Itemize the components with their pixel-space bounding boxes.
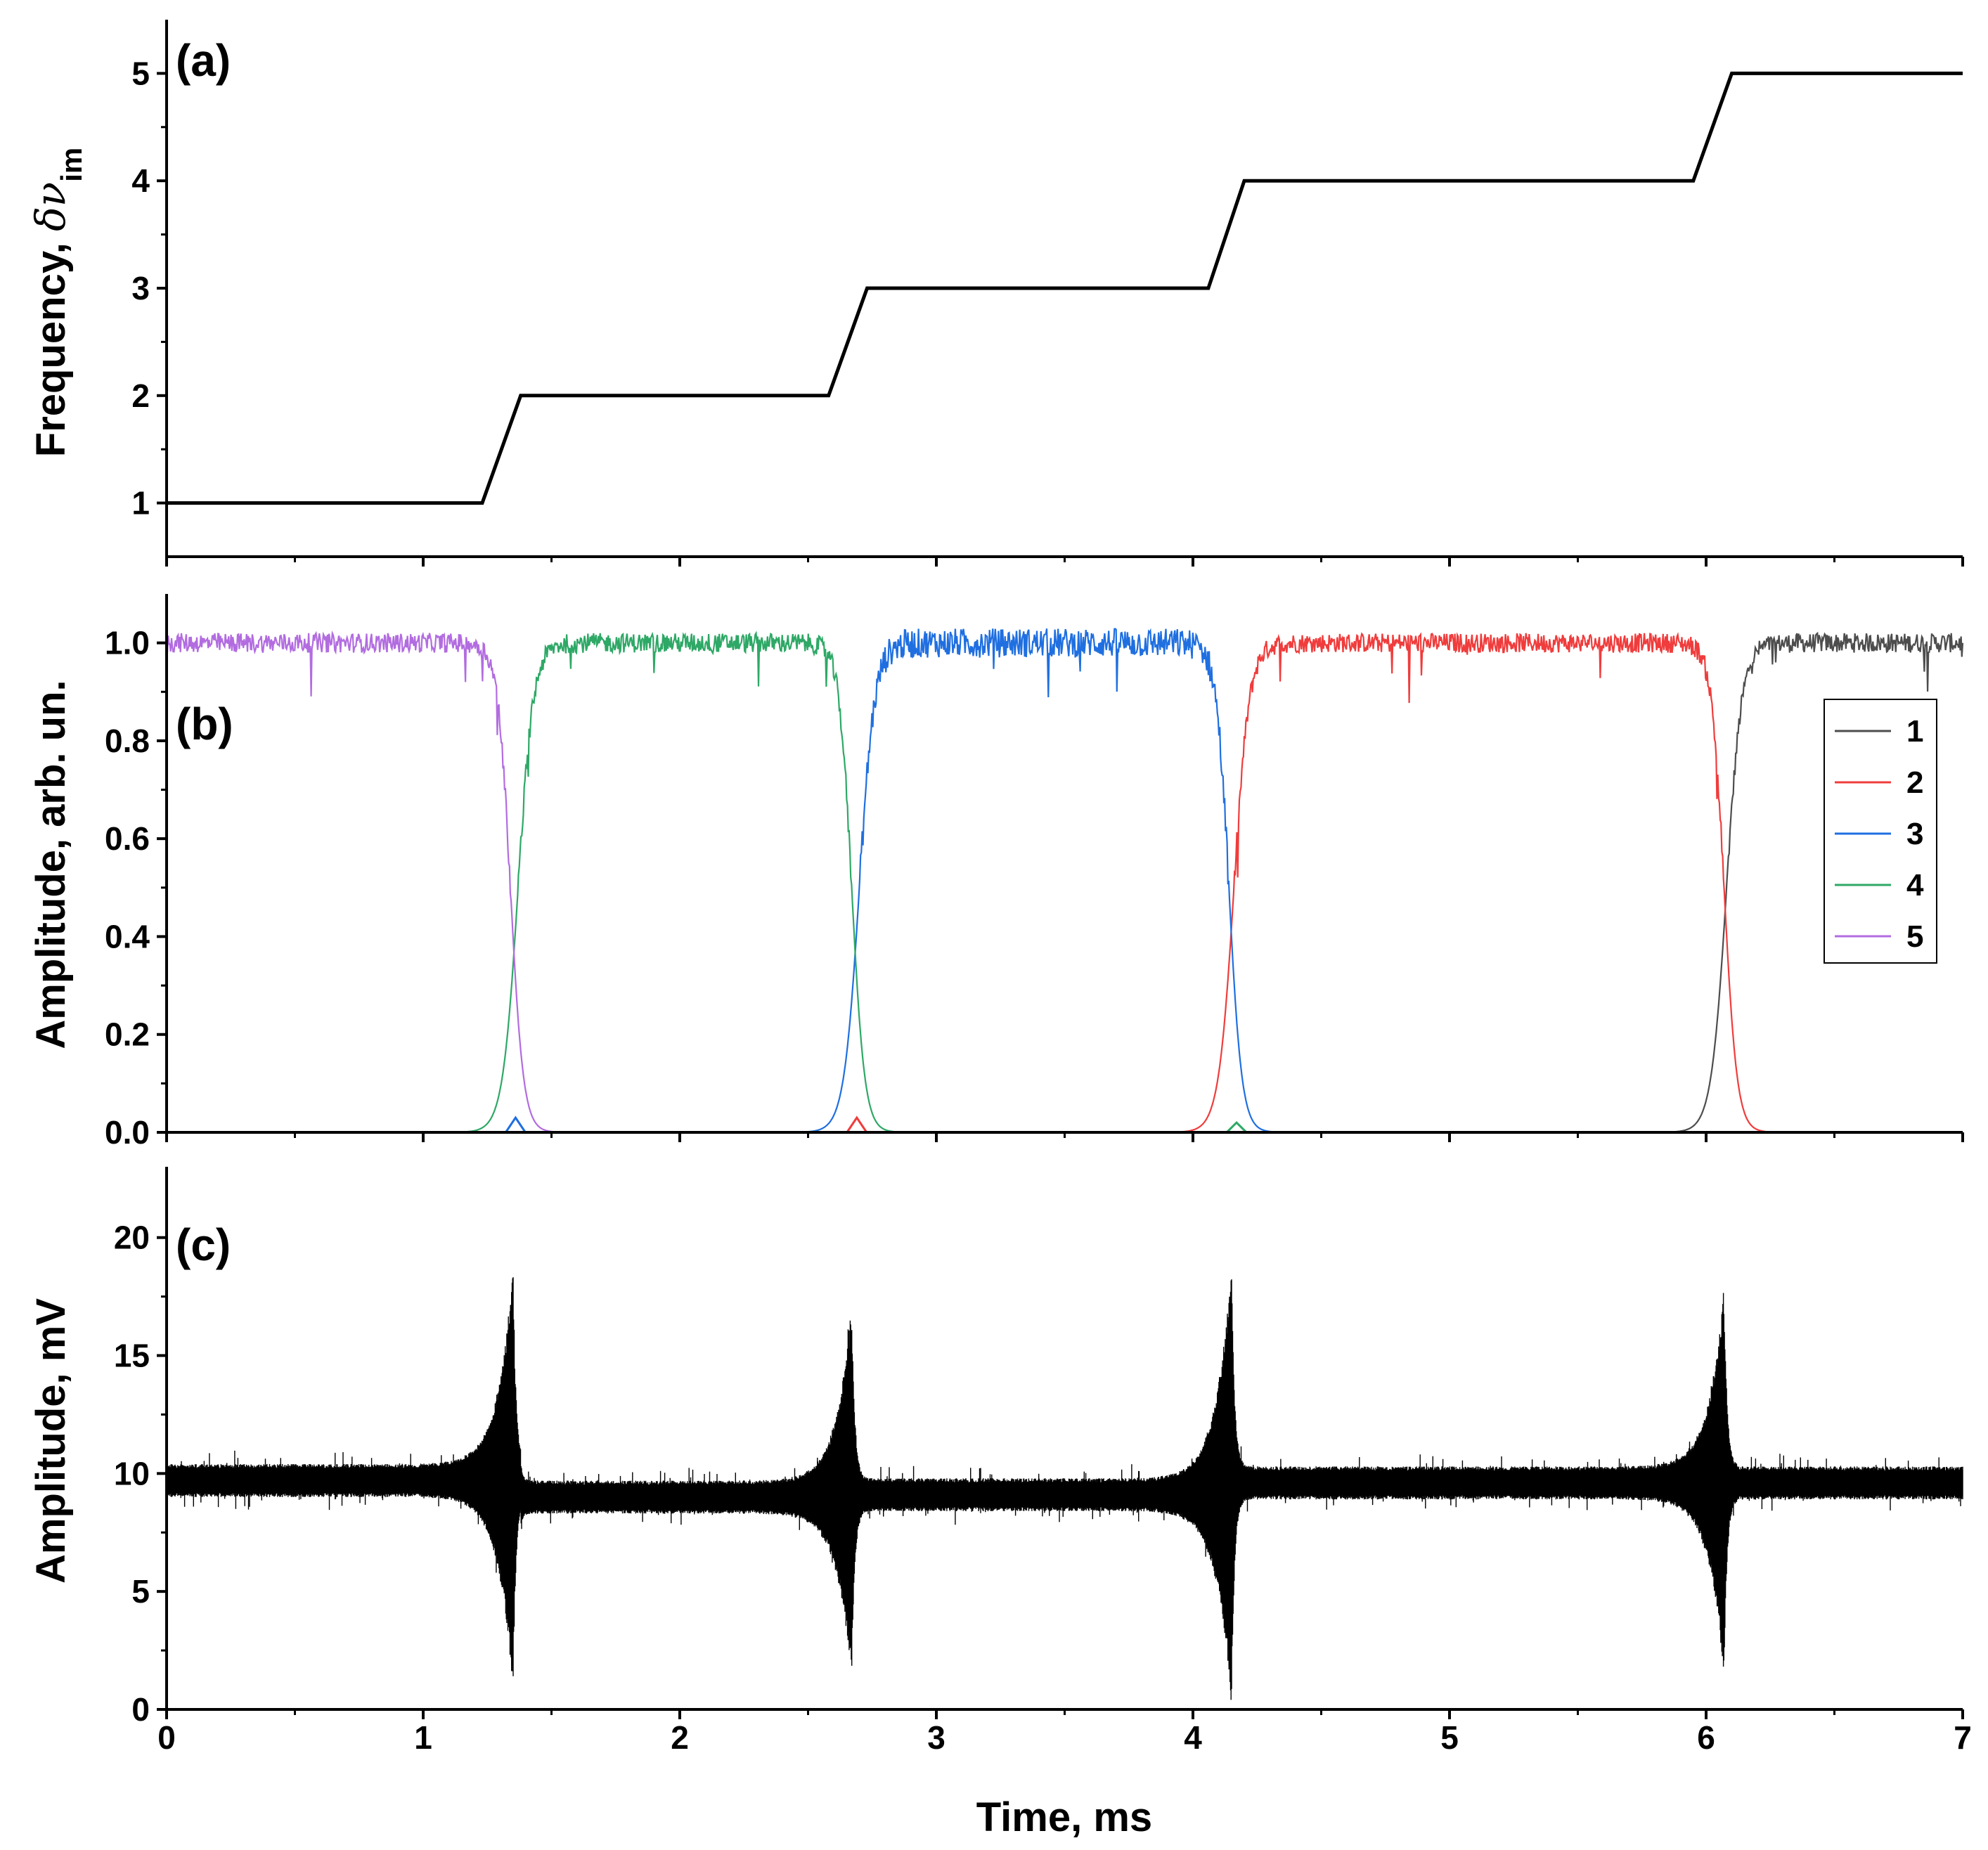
x-tick-label: 5	[1440, 1719, 1459, 1756]
mode-2-bump	[846, 1115, 868, 1133]
legend-label-3: 3	[1906, 817, 1923, 851]
panel-a-y-tick-label: 4	[131, 162, 150, 199]
panel-b-y-axis-title: Amplitude, arb. un.	[28, 680, 74, 1049]
panel-c-y-ticks: 0 5 10 15 20	[114, 1220, 167, 1728]
panel-c-y-axis-title: Amplitude, mV	[28, 1298, 74, 1584]
x-axis-title: Time, ms	[976, 1794, 1152, 1840]
panel-b-y-tick-label: 0.4	[105, 918, 150, 955]
panel-b-y-tick-label: 0.0	[105, 1114, 150, 1151]
panel-a-y-axis-title: Frequency, δνim	[27, 148, 88, 457]
x-tick-label: 1	[414, 1719, 432, 1756]
x-tick-label: 3	[927, 1719, 945, 1756]
x-tick-label: 4	[1184, 1719, 1202, 1756]
legend-box	[1824, 699, 1937, 964]
x-tick-labels: 0 1 2 3 4 5 6 7	[157, 1719, 1972, 1756]
panel-c-amplitude-mv: 0 5 10 15 20 (c) Amplitude, mV 0 1 2 3 4 5 6 7	[28, 1167, 1972, 1756]
mode-4-line	[167, 630, 1963, 1134]
legend-label-1: 1	[1906, 714, 1923, 749]
legend-label-2: 2	[1906, 765, 1923, 800]
panel-c-x-ticks	[165, 1709, 1964, 1719]
frequency-step-line	[167, 71, 1963, 505]
panel-c-y-tick-label: 5	[131, 1573, 150, 1610]
mode-3-line	[167, 628, 1963, 1134]
x-tick-label: 2	[671, 1719, 689, 1756]
signal-trace	[166, 1277, 1963, 1700]
legend-label-4: 4	[1906, 868, 1924, 903]
mode-5-line	[166, 630, 1963, 1134]
panel-a-frequency: 1 2 3 4 5 (a) Frequency, δνim	[27, 20, 1964, 567]
panel-a-y-axis-title-main: Frequency,	[28, 231, 74, 457]
mode-2-line	[167, 632, 1963, 1134]
panel-b-amplitude-modes: 0.0 0.2 0.4 0.6 0.8 1.0 (b) Amplitude, arb. u…	[28, 594, 1964, 1151]
panel-a-y-tick-label: 3	[131, 270, 150, 306]
legend-items: 1 2 3 4 5	[1835, 714, 1924, 954]
panel-b-label: (b)	[176, 699, 233, 749]
panel-c-y-tick-label: 10	[114, 1455, 150, 1492]
x-tick-label: 6	[1697, 1719, 1715, 1756]
panel-a-y-axis-title-sub: im	[55, 148, 88, 182]
panel-c-y-tick-label: 20	[114, 1220, 150, 1256]
panel-b-y-tick-label: 0.6	[105, 820, 150, 857]
panel-b-y-tick-label: 0.8	[105, 723, 150, 759]
panel-b-series	[166, 628, 1964, 1134]
panel-b-x-ticks	[165, 1132, 1964, 1142]
mode-3-bump	[505, 1115, 527, 1133]
panel-a-y-ticks: 1 2 3 4 5	[131, 55, 167, 522]
panel-b-y-tick-label: 0.2	[105, 1016, 150, 1053]
panel-a-y-tick-label: 1	[131, 485, 150, 522]
panel-c-y-tick-label: 0	[131, 1691, 150, 1728]
panel-b-y-ticks: 0.0 0.2 0.4 0.6 0.8 1.0	[105, 625, 167, 1151]
panel-c-y-tick-label: 15	[114, 1338, 150, 1374]
mode-1-line	[167, 631, 1964, 1134]
x-tick-label: 0	[157, 1719, 176, 1756]
legend: 1 2 3 4 5	[1824, 699, 1937, 964]
legend-label-5: 5	[1906, 919, 1923, 954]
panel-a-label: (a)	[176, 35, 231, 86]
panel-c-signal	[166, 1277, 1963, 1700]
panel-a-y-tick-label: 2	[131, 377, 150, 414]
x-tick-label: 7	[1954, 1719, 1972, 1756]
panel-a-y-tick-label: 5	[131, 55, 150, 91]
panel-b-y-tick-label: 1.0	[105, 625, 150, 661]
panel-a-x-ticks	[165, 557, 1964, 567]
mode-4-bump	[1225, 1120, 1248, 1134]
panel-c-label: (c)	[176, 1220, 231, 1270]
panel-a-y-axis-title-symbol: δν	[27, 182, 75, 231]
